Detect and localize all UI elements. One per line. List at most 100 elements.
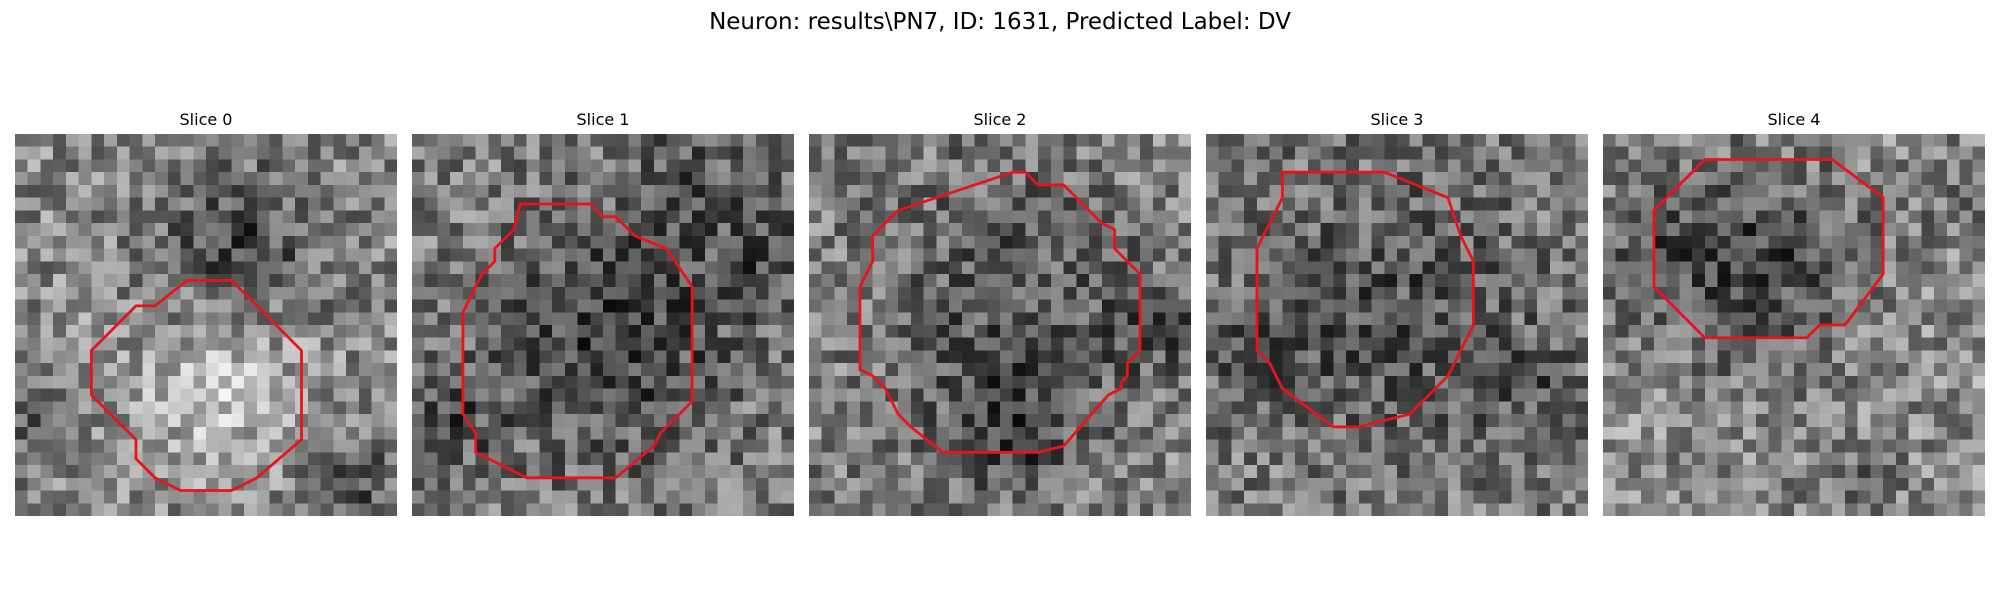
pixel-cell bbox=[1282, 197, 1296, 211]
pixel-cell bbox=[1063, 197, 1077, 211]
pixel-cell bbox=[1333, 490, 1347, 504]
pixel-cell bbox=[206, 401, 219, 415]
pixel-cell bbox=[1333, 299, 1347, 313]
pixel-cell bbox=[1063, 465, 1077, 479]
pixel-cell bbox=[1460, 401, 1474, 415]
pixel-cell bbox=[1231, 159, 1245, 173]
pixel-cell bbox=[450, 426, 464, 440]
pixel-cell bbox=[1358, 465, 1372, 479]
pixel-cell bbox=[1524, 286, 1538, 300]
pixel-cell bbox=[1755, 146, 1769, 160]
pixel-cell bbox=[1717, 299, 1731, 313]
pixel-cell bbox=[462, 477, 476, 491]
pixel-cell bbox=[295, 223, 309, 237]
pixel-cell bbox=[768, 375, 782, 389]
pixel-cell bbox=[936, 299, 950, 313]
pixel-cell bbox=[1114, 401, 1128, 415]
pixel-cell bbox=[1549, 337, 1563, 351]
pixel-cell bbox=[1101, 223, 1115, 237]
pixel-cell bbox=[743, 477, 757, 491]
pixel-cell bbox=[615, 388, 629, 402]
pixel-cell bbox=[1244, 439, 1258, 453]
pixel-cell bbox=[1025, 312, 1039, 326]
pixel-cell bbox=[730, 146, 744, 160]
pixel-cell bbox=[1575, 401, 1588, 415]
pixel-cell bbox=[615, 375, 629, 389]
pixel-cell bbox=[1562, 274, 1576, 288]
pixel-cell bbox=[1498, 426, 1512, 440]
pixel-cell bbox=[53, 490, 67, 504]
pixel-cell bbox=[1806, 439, 1820, 453]
pixel-cell bbox=[1307, 248, 1321, 262]
pixel-cell bbox=[666, 375, 680, 389]
pixel-cell bbox=[1038, 134, 1052, 147]
pixel-cell bbox=[1473, 261, 1487, 275]
pixel-cell bbox=[834, 172, 848, 186]
pixel-cell bbox=[269, 274, 283, 288]
pixel-cell bbox=[1473, 477, 1487, 491]
pixel-cell bbox=[15, 248, 28, 262]
pixel-cell bbox=[78, 312, 92, 326]
pixel-cell bbox=[961, 172, 975, 186]
pixel-cell bbox=[167, 312, 181, 326]
pixel-cell bbox=[1460, 312, 1474, 326]
pixel-cell bbox=[666, 401, 680, 415]
pixel-cell bbox=[1038, 197, 1052, 211]
pixel-cell bbox=[1679, 274, 1693, 288]
pixel-cell bbox=[1908, 452, 1922, 466]
pixel-cell bbox=[1269, 261, 1283, 275]
pixel-cell bbox=[1384, 159, 1398, 173]
pixel-cell bbox=[859, 414, 873, 428]
pixel-cell bbox=[513, 299, 527, 313]
pixel-cell bbox=[936, 248, 950, 262]
pixel-cell bbox=[295, 172, 309, 186]
pixel-cell bbox=[1256, 261, 1270, 275]
pixel-cell bbox=[104, 337, 118, 351]
pixel-cell bbox=[1895, 452, 1909, 466]
pixel-cell bbox=[320, 299, 334, 313]
pixel-cell bbox=[653, 134, 667, 147]
pixel-cell bbox=[501, 159, 515, 173]
pixel-cell bbox=[129, 159, 143, 173]
pixel-cell bbox=[1959, 261, 1973, 275]
pixel-cell bbox=[384, 490, 397, 504]
pixel-cell bbox=[1165, 299, 1179, 313]
pixel-cell bbox=[1603, 388, 1616, 402]
pixel-cell bbox=[834, 414, 848, 428]
pixel-cell bbox=[320, 134, 334, 147]
pixel-cell bbox=[768, 465, 782, 479]
pixel-cell bbox=[590, 363, 604, 377]
pixel-cell bbox=[1460, 490, 1474, 504]
pixel-cell bbox=[603, 184, 616, 198]
pixel-cell bbox=[1460, 274, 1474, 288]
pixel-cell bbox=[501, 146, 515, 160]
pixel-cell bbox=[129, 223, 143, 237]
pixel-cell bbox=[1679, 363, 1693, 377]
pixel-cell bbox=[1422, 477, 1436, 491]
pixel-cell bbox=[1895, 274, 1909, 288]
pixel-cell bbox=[53, 452, 67, 466]
pixel-cell bbox=[1781, 503, 1795, 516]
pixel-cell bbox=[104, 503, 118, 516]
pixel-cell bbox=[1972, 223, 1985, 237]
pixel-cell bbox=[231, 197, 245, 211]
pixel-cell bbox=[1038, 248, 1052, 262]
pixel-cell bbox=[1063, 172, 1077, 186]
pixel-cell bbox=[590, 312, 604, 326]
pixel-cell bbox=[1908, 134, 1922, 147]
pixel-cell bbox=[501, 197, 515, 211]
pixel-cell bbox=[1628, 210, 1642, 224]
pixel-cell bbox=[513, 414, 527, 428]
pixel-cell bbox=[1768, 197, 1782, 211]
slice-panel-2: Slice 2 bbox=[809, 110, 1191, 516]
pixel-cell bbox=[1603, 465, 1616, 479]
pixel-cell bbox=[384, 172, 397, 186]
pixel-cell bbox=[1895, 439, 1909, 453]
pixel-cell bbox=[1934, 465, 1948, 479]
pixel-cell bbox=[1218, 414, 1232, 428]
pixel-cell bbox=[1358, 439, 1372, 453]
pixel-cell bbox=[307, 401, 321, 415]
pixel-cell bbox=[1231, 375, 1245, 389]
pixel-cell bbox=[295, 477, 309, 491]
pixel-cell bbox=[475, 312, 489, 326]
